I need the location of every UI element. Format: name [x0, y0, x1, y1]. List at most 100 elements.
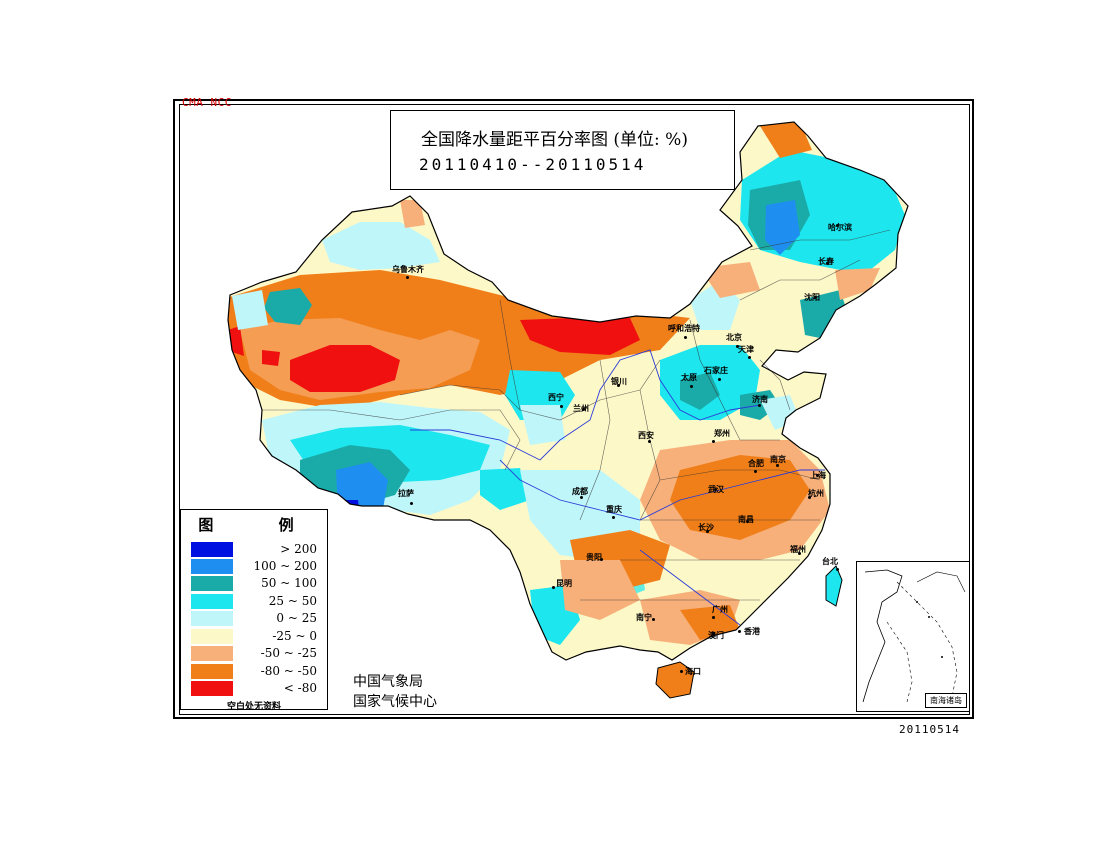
inset-label: 南海诸岛 — [925, 693, 967, 708]
legend-swatch — [191, 594, 233, 609]
city-label: 合肥 — [748, 459, 764, 468]
legend-label: 100 ~ 200 — [253, 559, 318, 573]
city-dot — [736, 345, 739, 348]
legend-swatch — [191, 576, 233, 591]
city-dot — [712, 440, 715, 443]
legend: 图 例 > 200 100 ~ 200 50 ~ 100 25 ~ 50 0 ~… — [180, 509, 328, 712]
legend-item: > 200 — [191, 542, 321, 559]
city-label: 杭州 — [808, 489, 824, 498]
city-label: 长春 — [818, 257, 834, 266]
city-dot — [582, 408, 585, 411]
south-china-sea-inset: 南海诸岛 — [856, 561, 970, 712]
legend-swatch — [191, 542, 233, 557]
map-inner-frame — [179, 104, 970, 715]
legend-item: < -80 — [191, 681, 321, 698]
city-label: 南昌 — [738, 515, 754, 524]
city-dot — [406, 276, 409, 279]
title-box: 全国降水量距平百分率图 (单位: %) 20110410--20110514 — [390, 110, 735, 190]
hainan-island — [655, 661, 695, 699]
city-label: 天津 — [738, 345, 754, 354]
agency-line-1: 中国气象局 — [353, 674, 423, 690]
city-label: 哈尔滨 — [828, 223, 852, 232]
city-label: 贵阳 — [586, 553, 602, 562]
legend-swatch — [191, 611, 233, 626]
city-dot — [826, 262, 829, 265]
legend-swatch — [191, 664, 233, 679]
taiwan-island — [825, 565, 843, 607]
city-label: 呼和浩特 — [668, 324, 700, 333]
city-dot — [758, 404, 761, 407]
city-label: 拉萨 — [398, 489, 414, 498]
legend-swatch — [191, 559, 233, 574]
inset-map — [862, 569, 966, 703]
date-range: 20110410--20110514 — [419, 155, 647, 174]
city-dot — [617, 384, 620, 387]
agency-line-2: 国家气候中心 — [353, 694, 437, 710]
city-label: 昆明 — [556, 579, 572, 588]
city-dot — [754, 470, 757, 473]
city-dot — [836, 568, 839, 571]
city-label: 南京 — [770, 455, 786, 464]
city-label: 南宁 — [636, 613, 652, 622]
legend-label: -50 ~ -25 — [260, 646, 317, 660]
legend-label: 25 ~ 50 — [268, 594, 317, 608]
city-label: 济南 — [752, 395, 768, 404]
city-dot — [410, 502, 413, 505]
agency-block: 中国气象局 国家气候中心 — [353, 672, 437, 712]
city-dot — [652, 618, 655, 621]
city-label: 银川 — [611, 377, 627, 386]
legend-note: 空白处无资料 — [226, 702, 281, 712]
city-dot — [648, 440, 651, 443]
legend-label: -25 ~ 0 — [272, 629, 317, 643]
city-label: 澳门 — [708, 631, 724, 640]
city-dot — [816, 474, 819, 477]
legend-item: -50 ~ -25 — [191, 646, 321, 663]
map-title: 全国降水量距平百分率图 (单位: %) — [421, 130, 688, 150]
city-dot — [746, 520, 749, 523]
city-label: 北京 — [726, 333, 742, 342]
city-label: 海口 — [685, 667, 701, 676]
legend-label: > 200 — [280, 542, 317, 556]
city-label: 太原 — [681, 373, 697, 382]
city-label: 郑州 — [714, 429, 730, 438]
city-label: 长沙 — [698, 523, 714, 532]
city-label: 乌鲁木齐 — [392, 265, 424, 274]
city-dot — [808, 496, 811, 499]
legend-item: 25 ~ 50 — [191, 594, 321, 611]
city-label: 沈阳 — [804, 293, 820, 302]
city-dot — [684, 336, 687, 339]
legend-item: -25 ~ 0 — [191, 629, 321, 646]
city-dot — [706, 530, 709, 533]
city-label: 重庆 — [606, 505, 622, 514]
legend-label: < -80 — [283, 681, 317, 695]
city-dot — [836, 224, 839, 227]
city-dot — [680, 670, 683, 673]
city-label: 成都 — [572, 487, 588, 496]
city-dot — [718, 378, 721, 381]
city-dot — [690, 385, 693, 388]
legend-swatch — [191, 629, 233, 644]
city-dot — [552, 586, 555, 589]
city-label: 香港 — [744, 627, 760, 636]
legend-item: 100 ~ 200 — [191, 559, 321, 576]
city-label: 福州 — [790, 545, 806, 554]
city-dot — [814, 296, 817, 299]
city-dot — [560, 405, 563, 408]
city-label: 台北 — [822, 557, 838, 566]
city-label: 广州 — [712, 605, 728, 614]
city-dot — [600, 558, 603, 561]
legend-label: 50 ~ 100 — [261, 576, 317, 590]
city-dot — [798, 552, 801, 555]
legend-item: -80 ~ -50 — [191, 664, 321, 681]
city-label: 上海 — [810, 471, 826, 480]
city-label: 西宁 — [548, 393, 564, 402]
city-dot — [712, 616, 715, 619]
legend-swatch — [191, 646, 233, 661]
city-dot — [748, 356, 751, 359]
city-dot — [714, 488, 717, 491]
city-dot — [738, 630, 741, 633]
map-outer-frame — [173, 99, 974, 719]
city-label: 武汉 — [708, 485, 724, 494]
legend-label: -80 ~ -50 — [260, 664, 317, 678]
